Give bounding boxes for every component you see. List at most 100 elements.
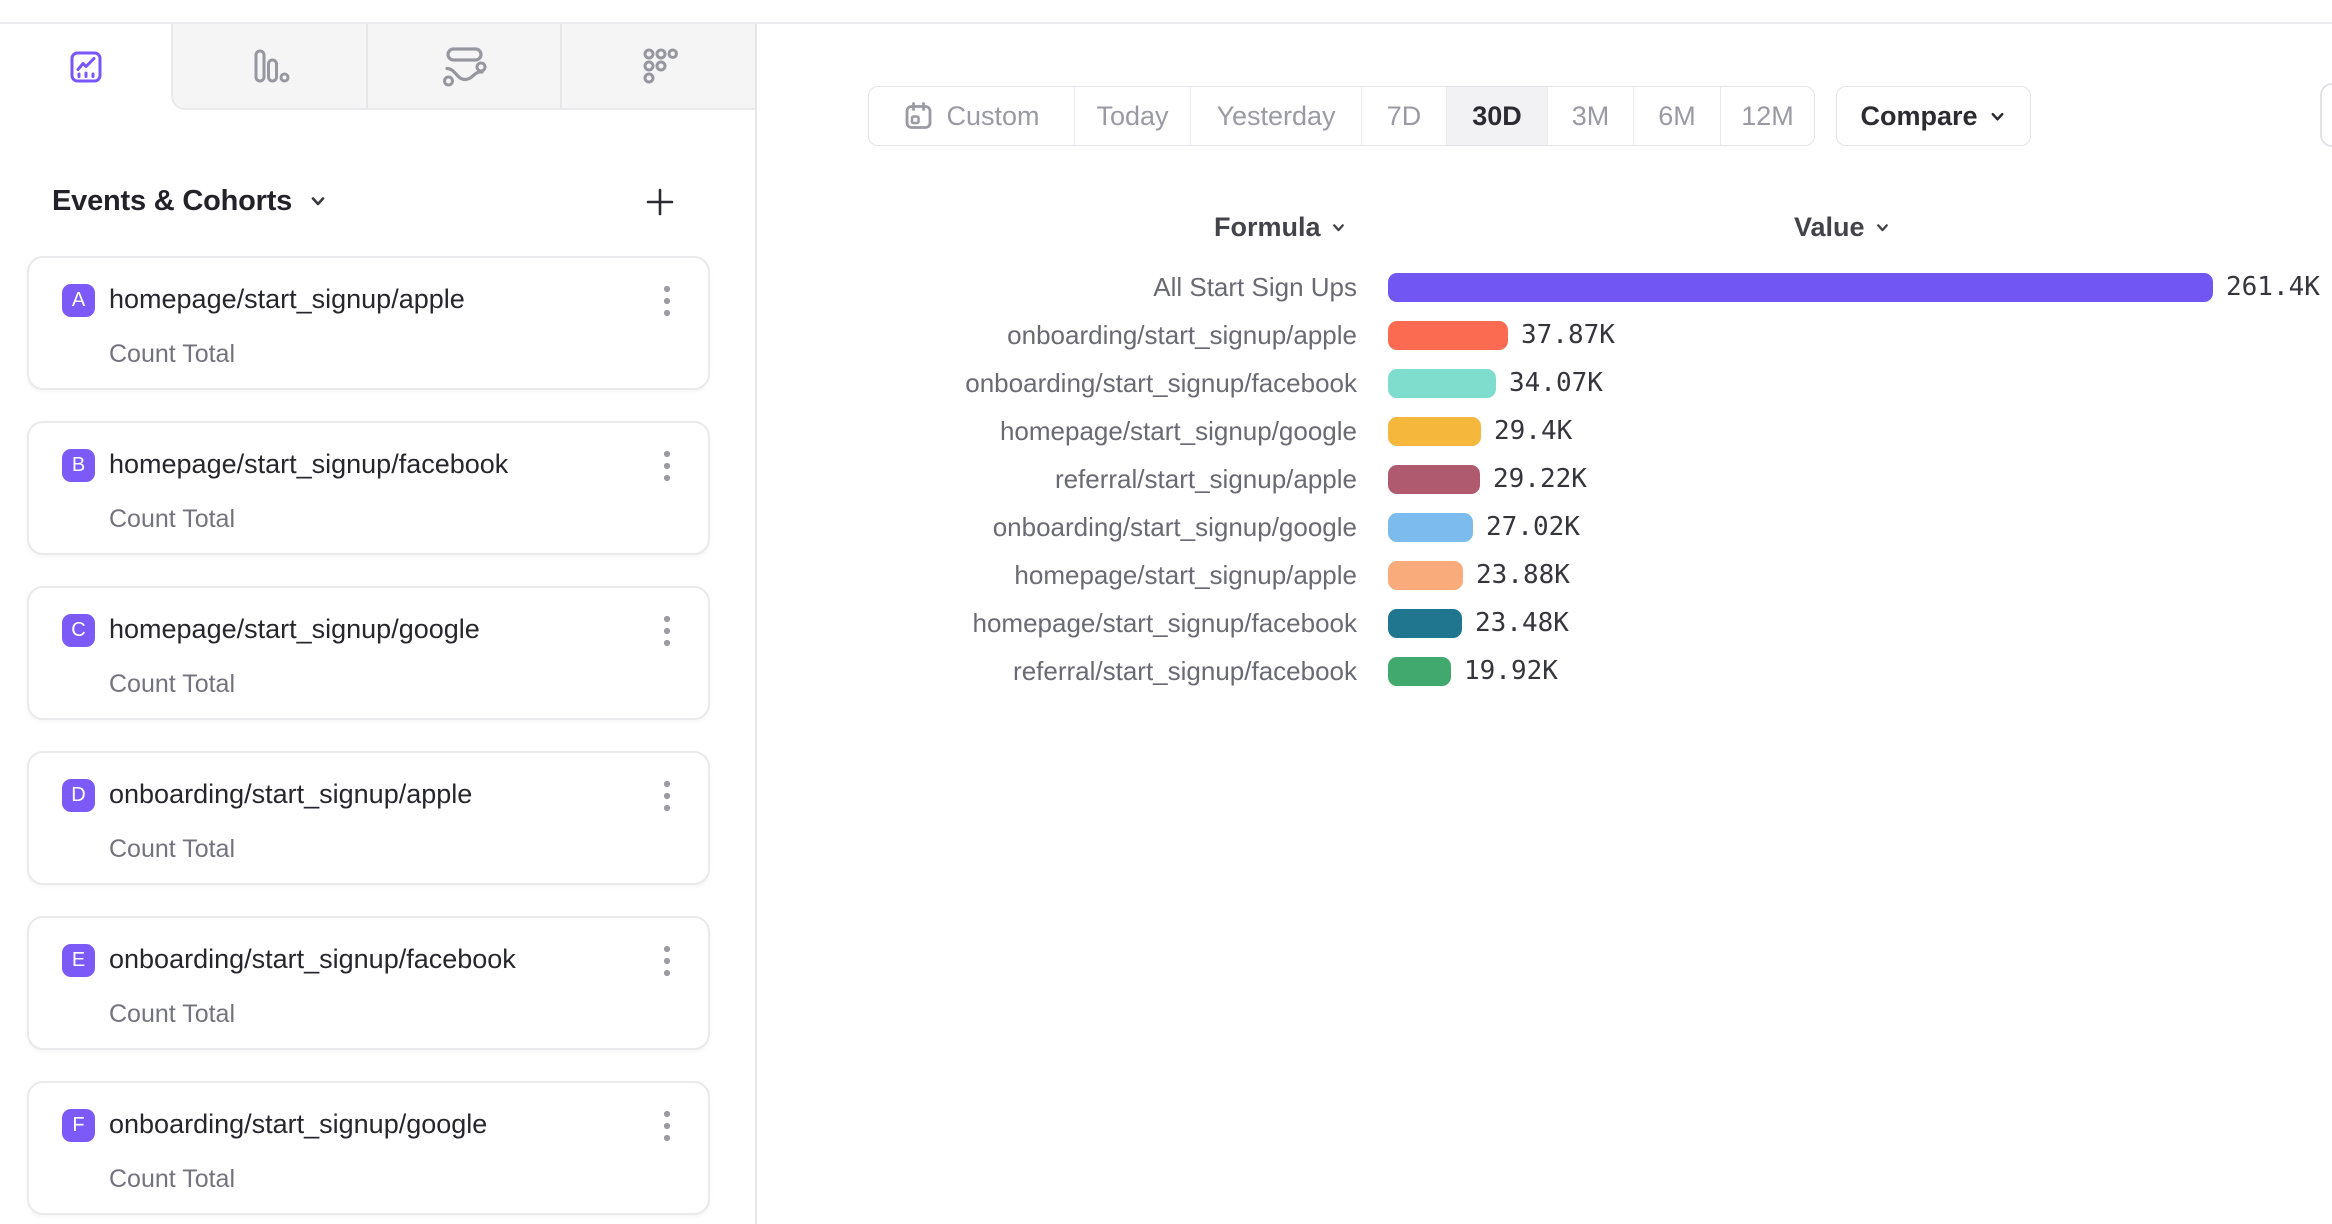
chart-row: onboarding/start_signup/facebook 34.07K [0,359,2332,407]
chart-row: onboarding/start_signup/apple 37.87K [0,311,2332,359]
range-today[interactable]: Today [1074,87,1190,145]
event-name: onboarding/start_signup/google [109,1109,488,1139]
event-badge: A [62,284,95,317]
event-card[interactable]: E onboarding/start_signup/facebook Count… [27,916,710,1050]
chart-row: onboarding/start_signup/google 27.02K [0,503,2332,551]
chevron-down-icon [1330,219,1347,236]
chart-bar[interactable] [1388,657,1451,686]
kebab-menu-icon[interactable] [662,284,672,320]
chart-row-label: homepage/start_signup/facebook [972,608,1358,638]
line-chart-icon [67,48,105,86]
formula-header[interactable]: Formula [1214,212,1347,243]
chart-bar[interactable] [1388,561,1463,590]
events-header[interactable]: Events & Cohorts [52,176,328,226]
tab-metrics-grid[interactable] [560,24,755,108]
range-3m[interactable]: 3M [1547,87,1633,145]
kebab-menu-icon[interactable] [662,1109,672,1145]
partial-button-right-edge[interactable] [2320,83,2332,147]
event-name: onboarding/start_signup/apple [109,779,473,809]
kebab-menu-icon[interactable] [662,614,672,650]
metrics-grid-icon [639,46,679,86]
chart-bar-value: 29.4K [1494,416,1573,446]
event-metric[interactable]: Count Total [109,1000,236,1028]
chart-bar-value: 19.92K [1464,656,1558,686]
chart-bar-value: 29.22K [1493,464,1587,494]
chart-bar-value: 34.07K [1509,368,1603,398]
event-badge: D [62,779,95,812]
event-card[interactable]: B homepage/start_signup/facebook Count T… [27,421,710,555]
tab-line-chart[interactable] [0,24,171,110]
chevron-down-icon [1874,219,1891,236]
chart-bar[interactable] [1388,369,1496,398]
value-header-label: Value [1794,212,1865,242]
range-7d[interactable]: 7D [1361,87,1446,145]
value-header[interactable]: Value [1794,212,1891,243]
sidebar-divider [755,24,757,1224]
plus-icon [642,184,678,220]
range-custom[interactable]: Custom [869,87,1074,145]
kebab-menu-icon[interactable] [662,944,672,980]
chart-row-label: onboarding/start_signup/google [992,512,1357,542]
event-metric[interactable]: Count Total [109,670,236,698]
event-metric[interactable]: Count Total [109,505,236,533]
chart-bar-value: 27.02K [1486,512,1580,542]
event-name: homepage/start_signup/google [109,614,480,644]
chevron-down-icon [1988,107,2007,126]
flow-icon [439,44,489,88]
chart-row: All Start Sign Ups 261.4K [0,263,2332,311]
event-metric[interactable]: Count Total [109,1165,236,1193]
chart-bar[interactable] [1388,513,1473,542]
chart-bar-value: 23.48K [1475,608,1569,638]
event-badge: F [62,1109,95,1142]
chart-row: referral/start_signup/facebook 19.92K [0,647,2332,695]
compare-label: Compare [1860,100,1978,131]
tab-bar-chart[interactable] [173,24,366,108]
chart-bar[interactable] [1388,465,1480,494]
events-header-title: Events & Cohorts [52,184,293,217]
formula-header-label: Formula [1214,212,1321,242]
chart-row-label: onboarding/start_signup/apple [1007,320,1357,350]
event-metric[interactable]: Count Total [109,835,236,863]
chart-bar-value: 37.87K [1521,320,1615,350]
event-card[interactable]: A homepage/start_signup/apple Count Tota… [27,256,710,390]
range-12m[interactable]: 12M [1720,87,1814,145]
event-card[interactable]: C homepage/start_signup/google Count Tot… [27,586,710,720]
event-metric[interactable]: Count Total [109,340,236,368]
event-name: homepage/start_signup/apple [109,284,465,314]
range-yesterday[interactable]: Yesterday [1190,87,1361,145]
event-card[interactable]: D onboarding/start_signup/apple Count To… [27,751,710,885]
event-card[interactable]: F onboarding/start_signup/google Count T… [27,1081,710,1215]
event-badge: C [62,614,95,647]
event-badge: B [62,449,95,482]
chart-type-tabs [171,24,755,110]
chart-bar[interactable] [1388,417,1481,446]
kebab-menu-icon[interactable] [662,449,672,485]
event-name: homepage/start_signup/facebook [109,449,509,479]
date-range-selector: Custom Today Yesterday [868,86,1815,146]
chart-bar[interactable] [1388,321,1508,350]
chart-row-label: referral/start_signup/apple [1054,464,1357,494]
range-30d[interactable]: 30D [1446,87,1547,145]
compare-button[interactable]: Compare [1836,86,2031,146]
chart-row-label: onboarding/start_signup/facebook [965,368,1357,398]
range-6m[interactable]: 6M [1633,87,1720,145]
chart-row-label: referral/start_signup/facebook [1013,656,1357,686]
chart-bar[interactable] [1388,609,1462,638]
chart-row: homepage/start_signup/google 29.4K [0,407,2332,455]
chart-row-label: homepage/start_signup/google [999,416,1357,446]
chart-row: homepage/start_signup/facebook 23.48K [0,599,2332,647]
chevron-down-icon [308,191,328,211]
bar-chart-icon [249,47,291,85]
chart-bar[interactable] [1388,273,2213,302]
event-name: onboarding/start_signup/facebook [109,944,516,974]
chart-row-label: homepage/start_signup/apple [1014,560,1357,590]
chart-bar-value: 261.4K [2226,272,2320,302]
add-event-button[interactable] [638,180,682,224]
tab-flow[interactable] [366,24,560,108]
event-badge: E [62,944,95,977]
chart-row: referral/start_signup/apple 29.22K [0,455,2332,503]
chart-row: homepage/start_signup/apple 23.88K [0,551,2332,599]
chart-row-label: All Start Sign Ups [1153,272,1357,302]
kebab-menu-icon[interactable] [662,779,672,815]
chart-bar-value: 23.88K [1476,560,1570,590]
